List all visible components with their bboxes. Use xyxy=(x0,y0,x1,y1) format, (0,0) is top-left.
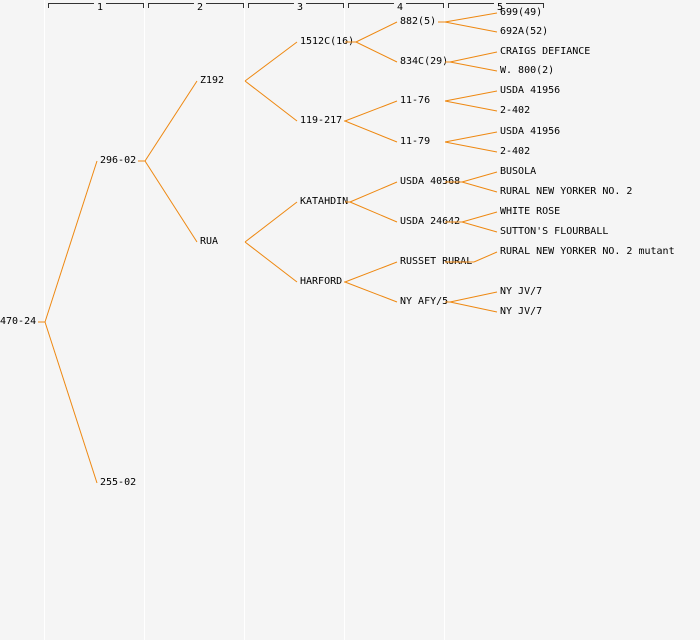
pedigree-edge xyxy=(355,21,398,43)
pedigree-node-label: USDA 40568 xyxy=(400,176,461,187)
column-separator xyxy=(244,0,245,640)
pedigree-edge xyxy=(344,120,398,143)
pedigree-node-label: USDA 24642 xyxy=(400,216,461,227)
pedigree-node-label: NY AFY/5 xyxy=(400,296,449,307)
pedigree-node-label: NY JV/7 xyxy=(500,306,543,317)
pedigree-node-label: 296-02 xyxy=(100,155,137,166)
generation-number: 3 xyxy=(293,2,307,14)
pedigree-node-label: USDA 41956 xyxy=(500,126,561,137)
pedigree-edge xyxy=(355,41,398,63)
pedigree-node-label: WHITE ROSE xyxy=(500,206,561,217)
pedigree-edge xyxy=(444,21,498,33)
pedigree-edge xyxy=(461,221,498,233)
column-separator xyxy=(144,0,145,640)
pedigree-edge xyxy=(244,41,298,82)
pedigree-edge xyxy=(144,160,198,243)
pedigree-edge xyxy=(444,12,498,23)
pedigree-node-label: CRAIGS DEFIANCE xyxy=(500,46,591,57)
pedigree-node-label: 255-02 xyxy=(100,477,137,488)
pedigree-edge xyxy=(349,181,398,203)
pedigree-edge xyxy=(44,321,98,484)
pedigree-node-label: RUSSET RURAL xyxy=(400,256,473,267)
pedigree-node-label: 470-24 xyxy=(0,316,37,327)
pedigree-edge xyxy=(449,51,498,63)
pedigree-edge xyxy=(461,211,498,223)
pedigree-edge xyxy=(244,80,298,122)
pedigree-node-label: NY JV/7 xyxy=(500,286,543,297)
pedigree-node-label: 11-79 xyxy=(400,136,431,147)
pedigree-edge xyxy=(449,301,498,313)
pedigree-node-label: W. 800(2) xyxy=(500,65,555,76)
pedigree-edge xyxy=(244,201,298,243)
pedigree-node-label: 882(5) xyxy=(400,16,437,27)
pedigree-edge xyxy=(344,281,398,303)
pedigree-node-label: 2-402 xyxy=(500,146,531,157)
pedigree-edge xyxy=(461,171,498,183)
pedigree-node-label: HARFORD xyxy=(300,276,343,287)
pedigree-node-label: 834C(29) xyxy=(400,56,449,67)
pedigree-edge xyxy=(449,291,498,303)
pedigree-edge xyxy=(473,251,498,263)
pedigree-edge xyxy=(461,181,498,193)
pedigree-node-label: RUA xyxy=(200,236,219,247)
pedigree-node-label: 2-402 xyxy=(500,105,531,116)
pedigree-node-label: RURAL NEW YORKER NO. 2 mutant xyxy=(500,246,675,257)
pedigree-node-label: 1512C(16) xyxy=(300,36,355,47)
pedigree-node-label: 11-76 xyxy=(400,95,431,106)
pedigree-node-label: 699(49) xyxy=(500,7,543,18)
pedigree-edge xyxy=(44,160,98,323)
pedigree-edge xyxy=(444,131,498,143)
column-separator xyxy=(44,0,45,640)
column-separator xyxy=(444,0,445,640)
pedigree-node-label: 692A(52) xyxy=(500,26,549,37)
pedigree-edge xyxy=(449,61,498,72)
pedigree-edge xyxy=(144,80,198,162)
pedigree-node-label: 119-217 xyxy=(300,115,343,126)
pedigree-edge xyxy=(344,261,398,283)
pedigree-edge xyxy=(244,241,298,283)
pedigree-node-label: RURAL NEW YORKER NO. 2 xyxy=(500,186,633,197)
generation-number: 1 xyxy=(93,2,107,14)
pedigree-edge xyxy=(444,90,498,102)
generation-number: 2 xyxy=(193,2,207,14)
pedigree-node-label: BUSOLA xyxy=(500,166,537,177)
generation-number: 4 xyxy=(393,2,407,14)
pedigree-edge xyxy=(444,100,498,112)
pedigree-edge xyxy=(344,100,398,122)
pedigree-node-label: KATAHDIN xyxy=(300,196,349,207)
generation-number: 5 xyxy=(493,2,507,14)
pedigree-edge xyxy=(349,201,398,223)
pedigree-node-label: Z192 xyxy=(200,75,225,86)
column-separator xyxy=(344,0,345,640)
pedigree-edge xyxy=(444,141,498,153)
pedigree-node-label: USDA 41956 xyxy=(500,85,561,96)
pedigree-node-label: SUTTON'S FLOURBALL xyxy=(500,226,609,237)
